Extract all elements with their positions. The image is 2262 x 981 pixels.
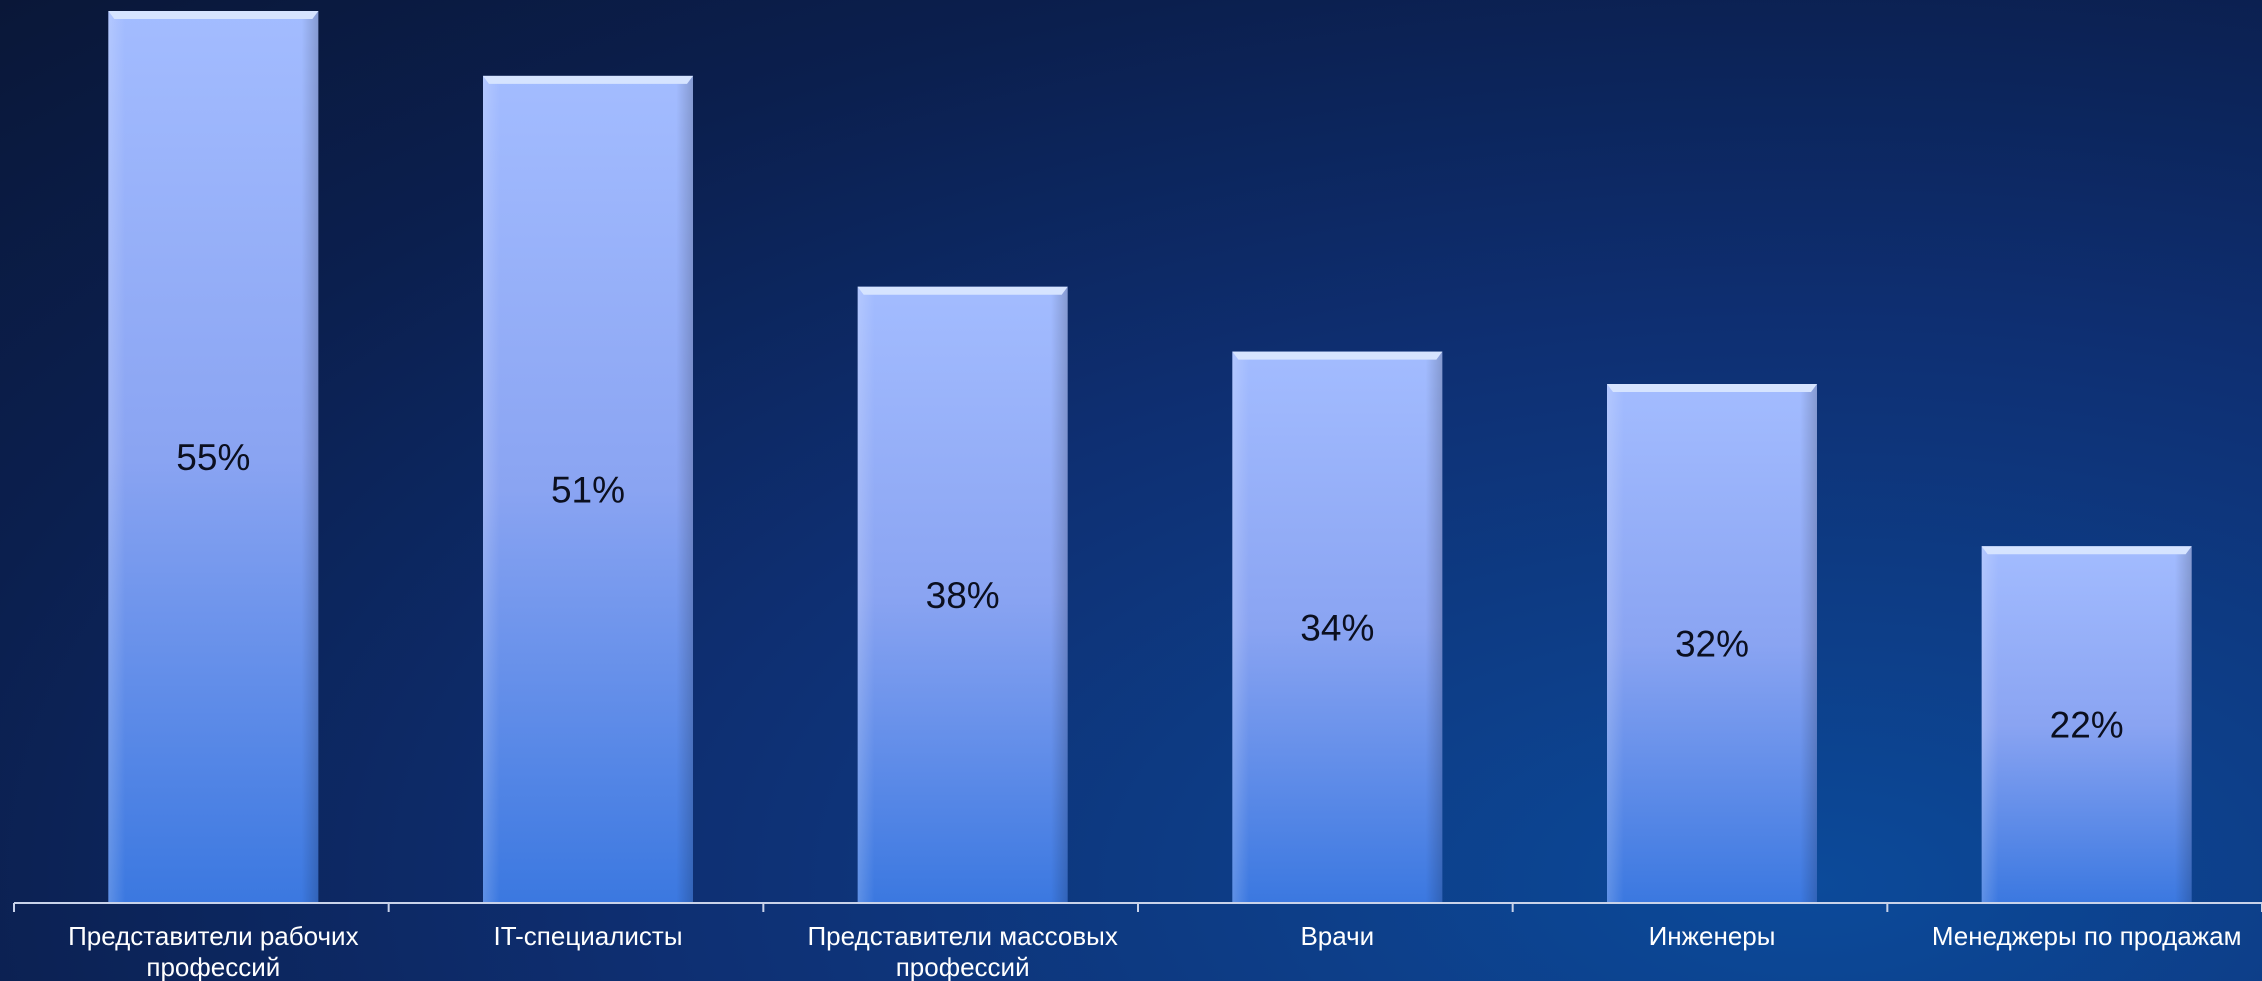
category-label: Представители рабочих профессий — [68, 921, 359, 981]
bar-sheen — [1607, 384, 1817, 903]
data-label: 22% — [2050, 705, 2124, 746]
bar-cap — [1607, 384, 1817, 393]
data-label: 34% — [1300, 607, 1374, 648]
bar-2: 51% — [483, 75, 693, 903]
x-axis — [13, 902, 2262, 912]
category-label: Врачи — [1300, 921, 1374, 951]
bar-cap — [857, 286, 1068, 295]
bar-sheen — [1232, 351, 1443, 904]
category-label: IT-специалисты — [493, 921, 682, 951]
bar-sheen — [857, 286, 1068, 903]
bar-sheen — [108, 11, 319, 903]
data-label: 55% — [176, 437, 250, 478]
bar-cap — [1232, 351, 1443, 360]
category-label: Инженеры — [1649, 921, 1776, 951]
category-label: Менеджеры по продажам — [1932, 921, 2242, 951]
bar-6: 22% — [1981, 546, 2192, 903]
bar-3: 38% — [857, 286, 1068, 903]
data-label: 32% — [1675, 624, 1749, 665]
bar-cap — [483, 75, 693, 84]
bars-group: 55% 51% 38% 34% 32% 22% — [108, 11, 2192, 904]
category-label: Представители массовых профессий — [807, 921, 1117, 981]
bar-1: 55% — [108, 11, 319, 903]
tick-labels-group: Представители рабочих профессий IT-специал… — [68, 921, 2241, 981]
data-label: 51% — [551, 469, 625, 510]
bar-5: 32% — [1607, 384, 1817, 903]
bar-cap — [1981, 546, 2192, 555]
bar-sheen — [1981, 546, 2192, 903]
bar-4: 34% — [1232, 351, 1443, 904]
data-label: 38% — [926, 575, 1000, 616]
bar-sheen — [483, 75, 693, 903]
bar-cap — [108, 11, 319, 19]
